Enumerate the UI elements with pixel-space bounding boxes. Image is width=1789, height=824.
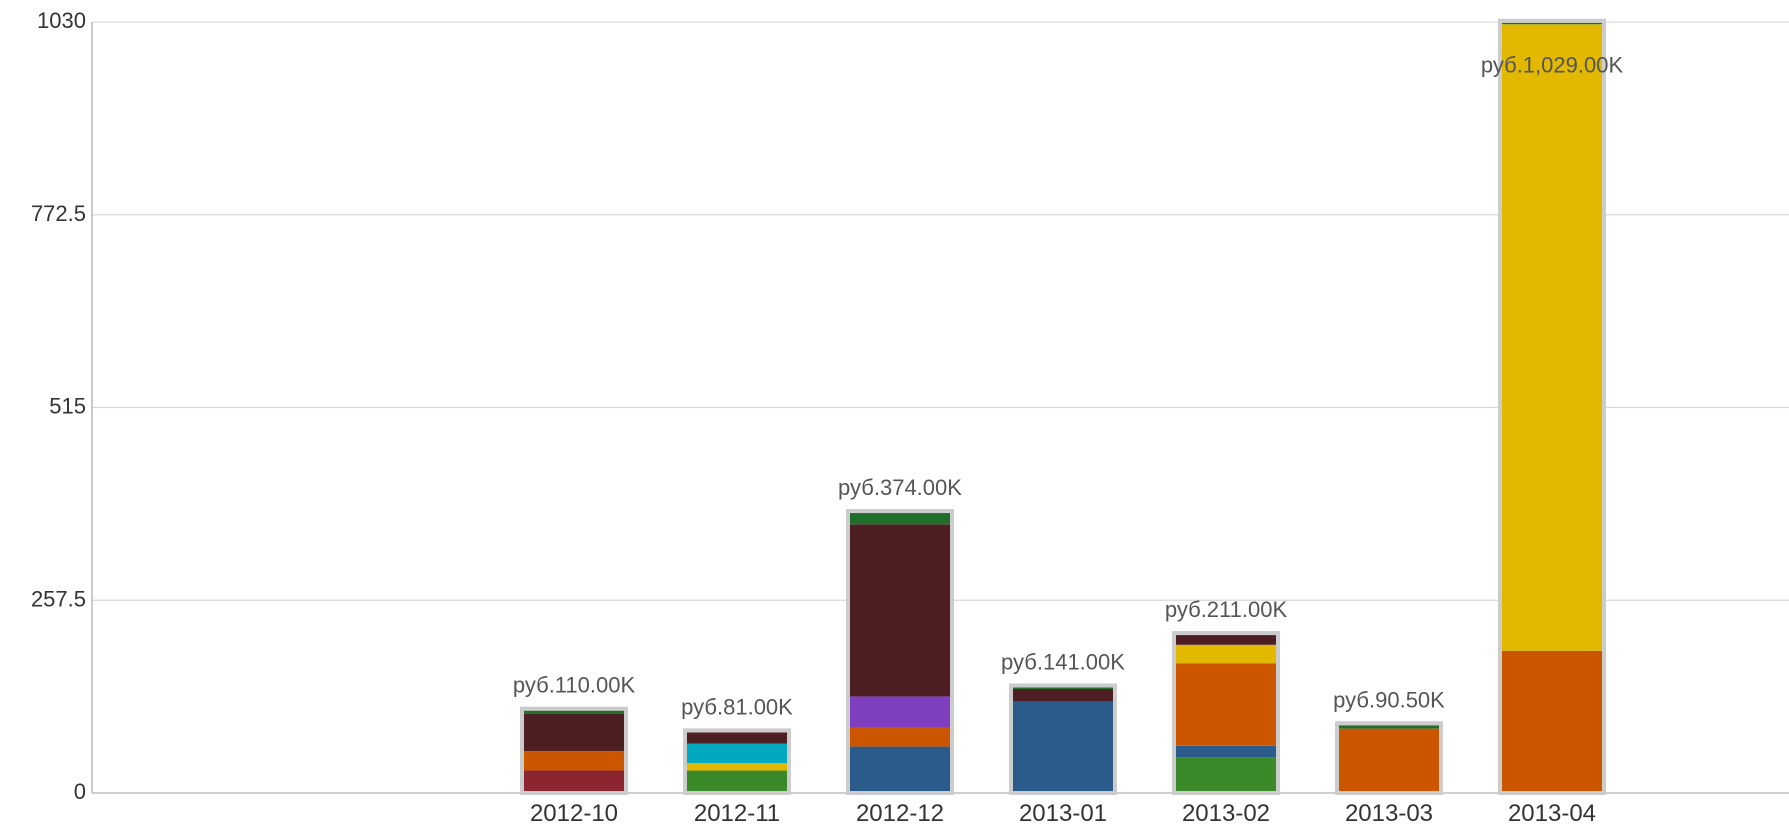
bar-segment[interactable] bbox=[524, 710, 624, 714]
bar-segment[interactable] bbox=[1339, 725, 1439, 729]
bar-segment[interactable] bbox=[524, 770, 624, 793]
bar-outline bbox=[520, 706, 628, 796]
bar-segment[interactable] bbox=[524, 751, 624, 771]
x-tick-label: 2013-02 bbox=[1182, 800, 1270, 824]
bar-stack-2013-04[interactable] bbox=[1498, 18, 1606, 796]
x-tick-label: 2012-12 bbox=[856, 800, 944, 824]
bar-segment[interactable] bbox=[850, 513, 950, 525]
y-tick-label: 0 bbox=[74, 779, 86, 804]
bar-outline bbox=[846, 509, 954, 795]
bar-total-label: руб.141.00K bbox=[1001, 649, 1125, 674]
bar-segment[interactable] bbox=[1502, 22, 1602, 25]
bar-total-label: руб.81.00K bbox=[681, 694, 793, 719]
bar-segment[interactable] bbox=[1176, 757, 1276, 793]
x-tick-label: 2013-04 bbox=[1508, 800, 1596, 824]
bar-segment[interactable] bbox=[687, 732, 787, 744]
bar-outline bbox=[1172, 631, 1280, 796]
x-tick-label: 2012-10 bbox=[530, 800, 618, 824]
bar-segment[interactable] bbox=[687, 770, 787, 793]
bar-segment[interactable] bbox=[850, 746, 950, 793]
bars bbox=[520, 18, 1606, 796]
bar-segment[interactable] bbox=[524, 713, 624, 752]
bar-outline bbox=[683, 728, 791, 796]
bar-outline bbox=[1335, 721, 1443, 795]
bar-segment[interactable] bbox=[1013, 687, 1113, 689]
bar-segment[interactable] bbox=[1339, 728, 1439, 792]
bar-outline bbox=[1009, 683, 1117, 795]
bar-stack-2013-01[interactable] bbox=[1009, 683, 1117, 795]
bar-total-label: руб.211.00K bbox=[1165, 597, 1288, 622]
y-tick-label: 257.5 bbox=[31, 586, 86, 611]
bar-stack-2012-10[interactable] bbox=[520, 706, 628, 796]
x-tick-label: 2012-11 bbox=[694, 800, 780, 824]
bar-stack-2012-11[interactable] bbox=[683, 728, 791, 796]
y-axis-ticks: 0 257.5 515 772.5 1030 bbox=[31, 8, 86, 804]
bar-segment[interactable] bbox=[1502, 24, 1602, 651]
bar-stack-2012-12[interactable] bbox=[846, 509, 954, 795]
bar-segment[interactable] bbox=[850, 727, 950, 747]
bar-segment[interactable] bbox=[1176, 644, 1276, 664]
y-tick-label: 515 bbox=[49, 394, 86, 419]
bar-segment[interactable] bbox=[1176, 663, 1276, 746]
x-axis-ticks: 2012-10 2012-11 2012-12 2013-01 2013-02 2013-… bbox=[530, 800, 1596, 824]
bar-total-label: руб.90.50K bbox=[1333, 687, 1445, 712]
bar-segment[interactable] bbox=[1013, 701, 1113, 793]
bar-segment[interactable] bbox=[687, 743, 787, 764]
bar-stack-2013-02[interactable] bbox=[1172, 631, 1280, 796]
bar-segment[interactable] bbox=[1176, 745, 1276, 758]
bar-total-label: руб.110.00K bbox=[513, 673, 636, 698]
y-tick-label: 772.5 bbox=[31, 201, 86, 226]
bar-segment[interactable] bbox=[850, 696, 950, 728]
bar-total-label: руб.1,029.00K bbox=[1481, 53, 1624, 78]
x-tick-label: 2013-03 bbox=[1345, 800, 1433, 824]
bar-segment[interactable] bbox=[1176, 635, 1276, 645]
bar-total-label: руб.374.00K bbox=[838, 475, 962, 500]
bar-segment[interactable] bbox=[850, 524, 950, 697]
bar-stack-2013-03[interactable] bbox=[1335, 721, 1443, 795]
y-tick-label: 1030 bbox=[37, 8, 86, 33]
bar-segment[interactable] bbox=[1013, 688, 1113, 702]
total-labels: руб.110.00K руб.81.00K руб.374.00K руб.141.… bbox=[513, 53, 1624, 720]
x-tick-label: 2013-01 bbox=[1019, 800, 1107, 824]
bar-outline bbox=[1498, 18, 1606, 796]
bar-segment[interactable] bbox=[1502, 650, 1602, 792]
bar-segment[interactable] bbox=[687, 763, 787, 771]
